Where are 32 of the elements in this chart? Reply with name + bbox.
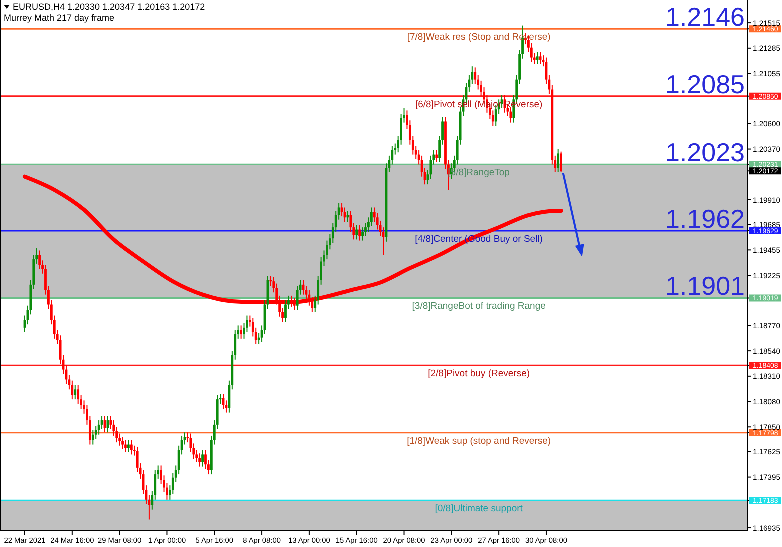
candlestick [362, 227, 364, 242]
candlestick [130, 440, 133, 456]
candlestick [74, 384, 77, 400]
ref-line-label: [1/8]Weak sup (stop and Reverse) [407, 436, 552, 447]
candlestick [539, 52, 542, 65]
annotation: 1.1901 [665, 271, 745, 302]
candlestick [492, 110, 494, 127]
annotation: 1.2085 [665, 69, 745, 100]
ref-line-label: [2/8]Pivot buy (Reverse) [428, 368, 530, 380]
candlestick [122, 436, 124, 450]
chart-title: EURUSD,H4 1.20330 1.20347 1.20163 1.20172 [13, 2, 206, 12]
candlestick [240, 325, 242, 340]
annotation: 1.2146 [665, 2, 745, 32]
annotation: 1.1962 [665, 204, 745, 234]
candlestick [557, 148, 560, 173]
candlestick [98, 420, 100, 436]
candlestick [92, 430, 94, 446]
ref-line-label: [3/8]RangeBot of trading Range [412, 301, 546, 312]
candlestick [560, 151, 562, 173]
candlestick [198, 453, 202, 468]
candlestick [202, 450, 204, 468]
candlestick [436, 150, 438, 164]
candlestick [38, 250, 42, 270]
annotation: 1.2023 [665, 138, 745, 168]
candlestick [124, 440, 127, 453]
text: Murrey Math 217 day frame [4, 13, 115, 23]
ref-line-label: [0/8]Ultimate support [435, 504, 524, 515]
candlestick [128, 440, 130, 453]
candlestick [284, 300, 287, 323]
candlestick [356, 224, 358, 240]
candlestick [358, 224, 362, 242]
candlestick [536, 52, 539, 65]
